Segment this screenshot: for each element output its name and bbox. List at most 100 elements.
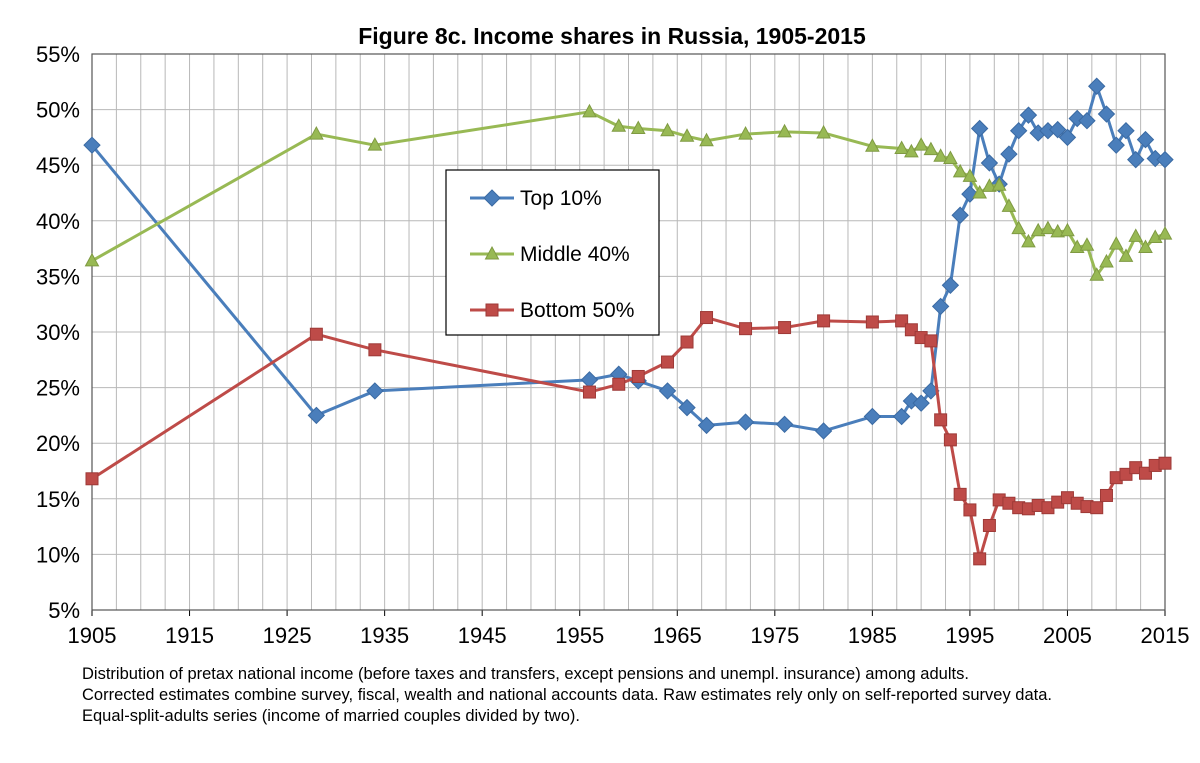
caption-line-1: Distribution of pretax national income (… (82, 665, 969, 683)
data-point-bottom-50 (778, 321, 792, 335)
data-point-top-10 (1107, 136, 1125, 154)
data-point-middle-40 (972, 184, 988, 199)
data-point-bottom-50 (1099, 488, 1113, 502)
data-point-bottom-50 (631, 369, 645, 383)
data-point-top-10 (814, 422, 833, 440)
data-point-middle-40 (1021, 233, 1036, 248)
legend-item: Bottom 50% (470, 299, 634, 322)
data-point-bottom-50 (1158, 456, 1172, 470)
y-tick-label: 15% (36, 487, 80, 512)
data-point-middle-40 (1050, 223, 1066, 238)
data-point-middle-40 (660, 122, 675, 137)
series-middle-40 (84, 103, 1173, 281)
data-point-middle-40 (1128, 228, 1144, 242)
data-point-top-10 (1019, 106, 1038, 124)
chart: Figure 8c. Income shares in Russia, 1905… (36, 23, 1190, 648)
data-point-bottom-50 (924, 334, 938, 348)
y-tick-label: 30% (36, 320, 80, 345)
data-point-bottom-50 (943, 433, 957, 447)
data-point-top-10 (658, 382, 677, 400)
legend-swatch-marker (485, 303, 499, 317)
data-point-top-10 (951, 206, 969, 224)
data-point-top-10 (1097, 105, 1116, 123)
data-point-middle-40 (933, 148, 948, 162)
data-point-middle-40 (982, 178, 997, 192)
x-tick-label: 1905 (68, 623, 117, 648)
x-tick-label: 2005 (1043, 623, 1092, 648)
legend-item: Middle 40% (470, 243, 630, 266)
data-point-middle-40 (1001, 198, 1017, 212)
x-tick-label: 1935 (360, 623, 409, 648)
x-axis-ticks: 1905 1915 1925 1935 1945 1955 1965 1975 1985 1995… (68, 623, 1190, 648)
data-point-bottom-50 (963, 503, 977, 517)
data-point-middle-40 (582, 103, 597, 118)
data-point-middle-40 (962, 168, 978, 182)
series-top-10 (83, 77, 1174, 440)
data-point-middle-40 (699, 132, 714, 147)
chart-title: Figure 8c. Income shares in Russia, 1905… (358, 23, 866, 49)
data-point-middle-40 (367, 137, 383, 151)
data-point-top-10 (1088, 77, 1106, 95)
data-point-top-10 (1048, 120, 1067, 139)
data-point-middle-40 (738, 126, 753, 140)
data-point-middle-40 (1099, 253, 1114, 268)
data-point-middle-40 (952, 163, 968, 178)
data-point-top-10 (1127, 150, 1145, 169)
y-tick-label: 35% (36, 264, 80, 289)
y-tick-label: 40% (36, 209, 80, 234)
x-tick-label: 2015 (1141, 623, 1190, 648)
data-point-top-10 (678, 398, 696, 417)
legend-label: Middle 40% (520, 243, 630, 266)
data-point-bottom-50 (1119, 467, 1133, 481)
data-point-middle-40 (991, 177, 1007, 191)
data-point-middle-40 (1118, 248, 1134, 262)
data-point-top-10 (1156, 150, 1174, 169)
series-group (83, 77, 1174, 566)
data-point-middle-40 (943, 150, 958, 165)
data-point-bottom-50 (739, 322, 753, 336)
data-point-bottom-50 (85, 472, 99, 486)
data-point-middle-40 (923, 141, 939, 156)
data-point-top-10 (941, 276, 960, 295)
data-point-bottom-50 (973, 552, 987, 566)
data-point-bottom-50 (612, 377, 626, 391)
data-point-middle-40 (904, 143, 919, 158)
data-point-top-10 (892, 407, 911, 426)
y-axis-ticks: 5% 10% 15% 20% 25% 30% 35% 40% 45% 50% 55% (36, 42, 80, 623)
data-point-middle-40 (1157, 226, 1173, 240)
data-point-bottom-50 (934, 413, 948, 427)
x-tick-label: 1985 (848, 623, 897, 648)
x-tick-label: 1915 (165, 623, 214, 648)
data-point-top-10 (1000, 145, 1018, 163)
data-point-top-10 (736, 413, 755, 431)
y-tick-label: 50% (36, 98, 80, 123)
data-point-bottom-50 (700, 311, 714, 325)
legend-swatch-marker (483, 189, 501, 207)
legend: Top 10% Middle 40% Bottom 50% (445, 169, 660, 336)
data-point-bottom-50 (865, 315, 879, 329)
data-point-bottom-50 (817, 314, 831, 328)
y-tick-label: 45% (36, 153, 80, 178)
data-point-middle-40 (1011, 220, 1027, 235)
data-point-top-10 (1136, 130, 1155, 149)
data-point-middle-40 (777, 123, 792, 138)
data-point-middle-40 (1138, 239, 1153, 253)
data-point-top-10 (697, 416, 716, 435)
data-point-middle-40 (630, 120, 646, 135)
chart-caption: Distribution of pretax national income (… (82, 664, 1192, 727)
data-point-middle-40 (913, 137, 929, 151)
data-point-bottom-50 (982, 518, 996, 532)
data-point-top-10 (307, 406, 326, 425)
data-point-middle-40 (309, 126, 324, 140)
data-point-middle-40 (1079, 237, 1095, 251)
data-point-middle-40 (1108, 236, 1124, 250)
data-point-top-10 (366, 382, 384, 400)
x-tick-label: 1945 (458, 623, 507, 648)
data-point-middle-40 (865, 138, 880, 152)
legend-item: Top 10% (470, 187, 602, 210)
data-point-middle-40 (1060, 222, 1075, 237)
data-point-bottom-50 (953, 487, 967, 501)
data-point-top-10 (775, 415, 794, 434)
data-point-bottom-50 (1138, 466, 1152, 480)
data-point-bottom-50 (582, 385, 596, 399)
